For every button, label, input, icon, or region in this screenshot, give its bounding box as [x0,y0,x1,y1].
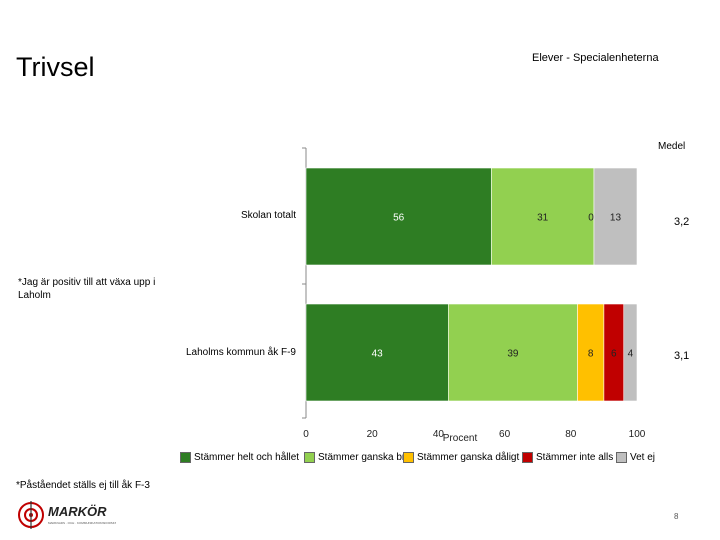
bar-segment [623,303,638,402]
legend-label: Vet ej [630,451,656,463]
legend-item: Stämmer helt och hållet [180,450,299,464]
legend-swatch [180,451,191,463]
data-label: 31 [537,213,549,224]
bar-segment [305,303,449,402]
category-label-skolan-totalt: Skolan totalt [240,210,296,221]
page-number: 8 [674,512,679,521]
data-label: 39 [507,349,519,360]
data-label: 8 [588,349,594,360]
markor-logo: MARKÖR MARKNADS · OCH · KOMMUNIKATIONSFO… [18,501,116,529]
mean-value-skolan-totalt: 3,2 [674,216,690,228]
x-tick-label: 80 [565,429,577,440]
svg-text:MARKNADS · OCH · KOMMUNIKATION: MARKNADS · OCH · KOMMUNIKATIONSFORSKNING [48,521,116,525]
data-label: 43 [372,349,384,360]
category-label-laholms-kommun: Laholms kommun åk F-9 [185,347,296,358]
x-tick-label: 40 [433,429,445,440]
legend-swatch [522,451,533,463]
chart-legend: Stämmer helt och hållet Stämmer ganska br… [180,450,680,466]
data-label: 56 [393,213,405,224]
legend-swatch [403,451,414,463]
x-tick-label: 60 [499,429,511,440]
legend-item: Stämmer inte alls [522,450,613,464]
svg-text:MARKÖR: MARKÖR [48,504,107,519]
legend-item: Stämmer ganska dåligt [403,450,519,464]
x-tick-label: 20 [367,429,379,440]
data-label: 0 [588,213,594,224]
question-label: *Jag är positiv till att växa upp i Laho… [18,277,156,301]
bar-segment [305,167,492,266]
legend-label: Stämmer inte alls [536,451,614,463]
legend-swatch [616,451,627,463]
legend-swatch [304,451,315,463]
page-title: Trivsel [16,52,95,82]
x-tick-label: 0 [303,429,309,440]
legend-label: Stämmer ganska bra [318,451,411,463]
x-axis-title: Procent [443,433,478,444]
legend-item: Vet ej [616,450,655,464]
legend-label: Stämmer helt och hållet [194,451,300,463]
mean-header: Medel [658,141,686,152]
mean-value-laholms-kommun: 3,1 [674,350,690,362]
data-label: 4 [628,349,634,360]
data-label: 6 [611,349,617,360]
bar-segment [448,303,578,402]
x-tick-label: 100 [629,429,646,440]
footnote: *Påståendet ställs ej till åk F-3 [16,480,150,491]
legend-item: Stämmer ganska bra [304,450,411,464]
data-label: 13 [610,213,622,224]
bar-segment [593,167,638,266]
legend-label: Stämmer ganska dåligt [417,451,520,463]
chart-subtitle: Elever - Specialenheterna [532,52,659,64]
